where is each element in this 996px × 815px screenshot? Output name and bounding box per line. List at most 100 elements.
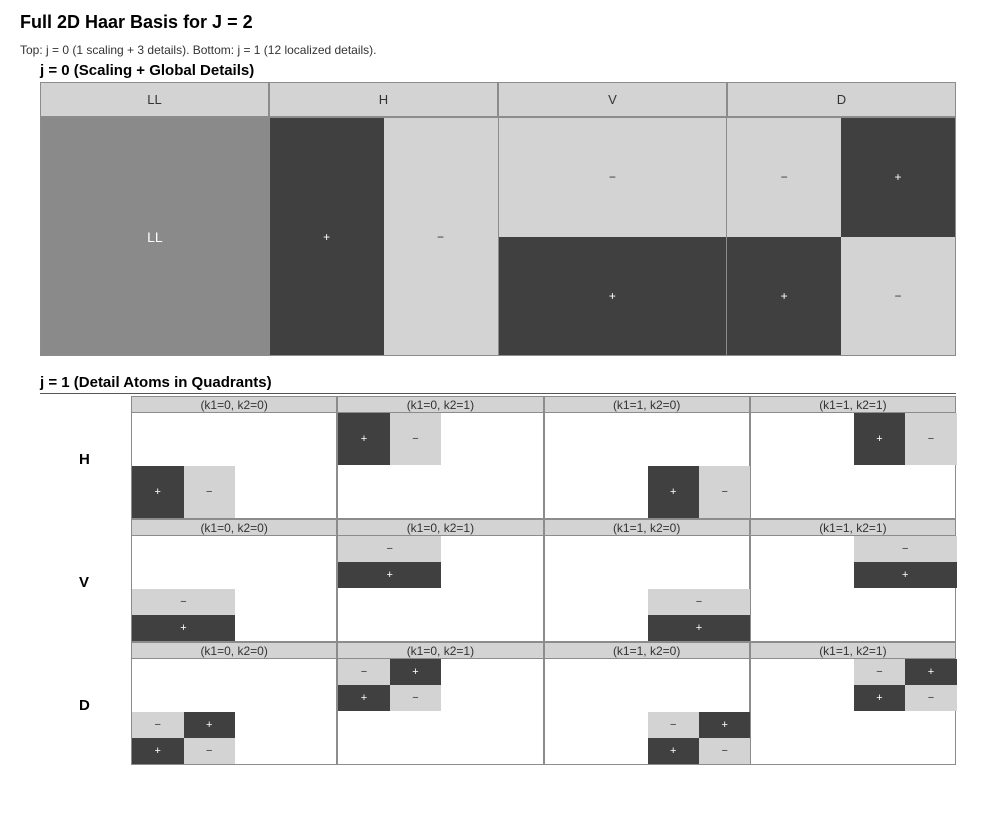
haar-atom-h: + − — [647, 466, 751, 518]
negative-lobe: − — [389, 685, 442, 711]
positive-lobe: + — [853, 685, 906, 711]
j1-column-label: (k1=0, k2=0) — [131, 396, 338, 413]
j0-h-pattern: + − — [268, 118, 498, 355]
j1-cell-v-2: (k1=1, k2=0) − + — [543, 519, 751, 642]
j1-support-region: − + + − — [749, 659, 957, 765]
negative-lobe: − — [853, 659, 906, 685]
j0-header-row: LL H V D — [40, 82, 956, 117]
positive-lobe: + — [647, 615, 751, 641]
j1-column-label: (k1=0, k2=1) — [337, 519, 544, 536]
j1-column-label: (k1=1, k2=0) — [543, 519, 750, 536]
j1-support-region: + − — [543, 413, 751, 519]
j1-cell-d-2: (k1=1, k2=0) − + + − — [543, 642, 751, 765]
j1-column-label: (k1=1, k2=1) — [749, 519, 956, 536]
positive-lobe: + — [647, 466, 699, 518]
positive-lobe: + — [338, 685, 390, 711]
j1-column-label: (k1=0, k2=1) — [337, 642, 544, 659]
j1-support-region: + − — [131, 413, 338, 519]
positive-lobe: + — [389, 659, 442, 685]
j0-v-pattern: − + — [497, 118, 727, 355]
j1-column-label: (k1=0, k2=1) — [337, 396, 544, 413]
positive-lobe: + — [699, 712, 751, 738]
positive-lobe: + — [338, 413, 390, 465]
d-positive-bottom-left: + — [727, 236, 842, 355]
positive-lobe: + — [132, 615, 235, 641]
j0-basis-grid: LL H V D LL + − − + − + + − — [40, 82, 956, 356]
positive-lobe: + — [647, 738, 699, 764]
positive-lobe: + — [905, 659, 957, 685]
negative-lobe: − — [647, 712, 699, 738]
j0-header-ll: LL — [40, 82, 269, 117]
j1-column-label: (k1=0, k2=0) — [131, 519, 338, 536]
haar-atom-h: + − — [132, 466, 235, 518]
positive-lobe: + — [853, 413, 906, 465]
j1-cell-v-1: (k1=0, k2=1) − + — [337, 519, 544, 642]
negative-lobe: − — [183, 738, 235, 764]
h-positive-half: + — [269, 118, 384, 355]
positive-lobe: + — [338, 562, 442, 588]
j1-row-v: V (k1=0, k2=0) − + (k1=0, k2=1) − + (k1=1, k2=0… — [79, 519, 957, 642]
negative-lobe: − — [905, 413, 957, 465]
negative-lobe: − — [699, 466, 751, 518]
j1-row-label-h: H — [79, 451, 90, 468]
d-positive-top-right: + — [841, 118, 955, 237]
j0-header-d: D — [727, 82, 956, 117]
positive-lobe: + — [853, 562, 957, 588]
j1-column-label: (k1=1, k2=1) — [749, 642, 956, 659]
j1-cell-v-3: (k1=1, k2=1) − + — [749, 519, 957, 642]
negative-lobe: − — [183, 466, 235, 518]
haar-atom-d: − + + − — [338, 659, 442, 711]
h-negative-half: − — [383, 118, 498, 355]
j1-support-region: − + + − — [337, 659, 544, 765]
j1-cell-d-3: (k1=1, k2=1) − + + − — [749, 642, 957, 765]
j1-row-h: H (k1=0, k2=0) + − (k1=0, k2=1) + − (k1=1, k2=0… — [79, 396, 957, 519]
j1-column-label: (k1=1, k2=1) — [749, 396, 956, 413]
positive-lobe: + — [132, 738, 184, 764]
positive-lobe: + — [183, 712, 235, 738]
j1-support-region: − + — [337, 536, 544, 642]
positive-lobe: + — [132, 466, 184, 518]
negative-lobe: − — [905, 685, 957, 711]
j1-row-label-v: V — [79, 574, 90, 591]
haar-atom-d: − + + − — [647, 712, 751, 764]
haar-atom-h: + − — [853, 413, 957, 465]
j1-cell-h-1: (k1=0, k2=1) + − — [337, 396, 544, 519]
haar-atom-h: + − — [338, 413, 442, 465]
j1-detail-grid: H (k1=0, k2=0) + − (k1=0, k2=1) + − (k1=1, k2=0… — [79, 396, 957, 765]
j1-support-region: + − — [749, 413, 957, 519]
haar-atom-d: − + + − — [132, 712, 235, 764]
j1-cell-d-1: (k1=0, k2=1) − + + − — [337, 642, 544, 765]
j1-support-region: − + + − — [131, 659, 338, 765]
negative-lobe: − — [647, 589, 751, 615]
j1-row-label-d: D — [79, 697, 90, 714]
j1-support-region: − + + − — [543, 659, 751, 765]
j1-support-region: + − — [337, 413, 544, 519]
negative-lobe: − — [699, 738, 751, 764]
haar-atom-d: − + + − — [853, 659, 957, 711]
negative-lobe: − — [389, 413, 442, 465]
j1-cell-h-0: (k1=0, k2=0) + − — [131, 396, 338, 519]
haar-atom-v: − + — [853, 536, 957, 588]
ll-scaling-region: LL — [41, 118, 269, 355]
negative-lobe: − — [132, 712, 184, 738]
j1-row-d: D (k1=0, k2=0) − + + − (k1=0, k2=1) − + + − (k1=1, … — [79, 642, 957, 765]
negative-lobe: − — [132, 589, 235, 615]
j0-header-v: V — [498, 82, 727, 117]
j1-support-region: − + — [131, 536, 338, 642]
haar-atom-v: − + — [338, 536, 442, 588]
j0-d-pattern: − + + − — [726, 118, 955, 355]
section-j0-title: j = 0 (Scaling + Global Details) — [40, 62, 255, 79]
haar-atom-v: − + — [132, 589, 235, 641]
j1-column-label: (k1=0, k2=0) — [131, 642, 338, 659]
negative-lobe: − — [338, 659, 390, 685]
negative-lobe: − — [853, 536, 957, 562]
v-positive-half: + — [498, 236, 727, 355]
haar-atom-v: − + — [647, 589, 751, 641]
j1-cell-h-3: (k1=1, k2=1) + − — [749, 396, 957, 519]
d-negative-bottom-right: − — [841, 236, 955, 355]
d-negative-top-left: − — [727, 118, 842, 237]
j0-patterns: LL + − − + − + + − — [40, 117, 956, 356]
section-j1-title: j = 1 (Detail Atoms in Quadrants) — [40, 374, 272, 391]
figure-subtitle: Top: j = 0 (1 scaling + 3 details). Bott… — [20, 43, 377, 57]
j1-support-region: − + — [749, 536, 957, 642]
